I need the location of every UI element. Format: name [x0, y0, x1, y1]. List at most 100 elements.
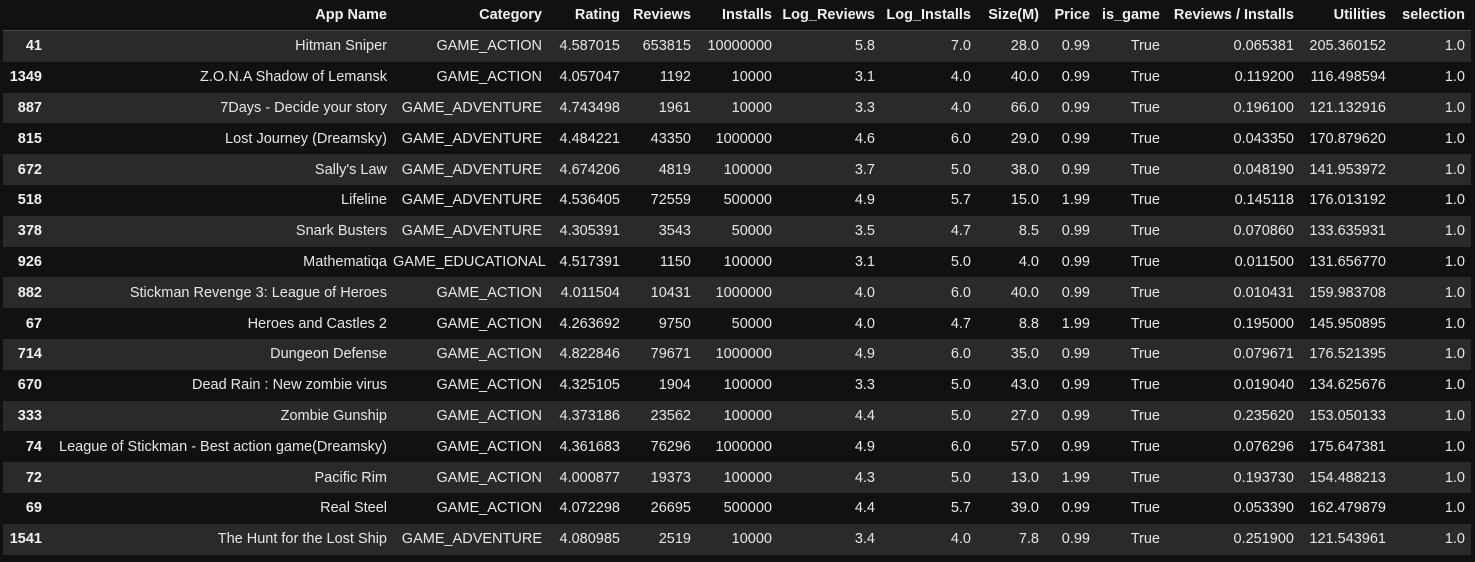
table-header: App Name Category Rating Reviews Installs Log… — [3, 0, 1471, 31]
cell-size: 4.0 — [1018, 253, 1039, 270]
cell-reviews-per-installs: 0.119200 — [1234, 69, 1294, 86]
cell-installs: 50000 — [731, 315, 772, 332]
cell-app-name: League of Stickman - Best action game(Dr… — [59, 438, 387, 455]
cell-app-name: Hitman Sniper — [295, 38, 387, 55]
cell-reviews-per-installs: 0.011500 — [1234, 253, 1294, 270]
cell-log-installs: 5.7 — [950, 192, 971, 209]
cell-installs: 500000 — [723, 500, 772, 517]
cell-log-reviews: 4.9 — [854, 438, 875, 455]
cell-log-reviews: 4.9 — [854, 192, 875, 209]
column-header-installs: Installs — [697, 0, 778, 31]
cell-rating: 4.000877 — [559, 469, 620, 486]
cell-rating: 4.072298 — [559, 500, 620, 517]
cell-installs: 100000 — [723, 161, 772, 178]
cell-reviews: 10431 — [650, 284, 691, 301]
cell-reviews-per-installs: 0.065381 — [1233, 38, 1294, 55]
cell-is-game: True — [1130, 130, 1160, 147]
cell-selection: 1.0 — [1444, 377, 1465, 394]
cell-rating: 4.674206 — [559, 161, 620, 178]
cell-size: 57.0 — [1010, 438, 1039, 455]
row-index: 672 — [17, 161, 42, 178]
header-row: App Name Category Rating Reviews Installs Log… — [3, 0, 1471, 31]
cell-category: GAME_ACTION — [436, 377, 542, 394]
cell-log-installs: 4.0 — [950, 69, 971, 86]
cell-size: 7.8 — [1018, 531, 1039, 548]
cell-is-game: True — [1130, 531, 1160, 548]
cell-utilities: 141.953972 — [1309, 161, 1386, 178]
cell-log-reviews: 4.0 — [854, 284, 875, 301]
cell-log-installs: 5.0 — [950, 377, 971, 394]
cell-installs: 1000000 — [715, 438, 772, 455]
cell-category: GAME_ACTION — [436, 38, 542, 55]
cell-category: GAME_ACTION — [436, 500, 542, 517]
cell-category: GAME_EDUCATIONAL — [393, 253, 546, 270]
cell-size: 15.0 — [1010, 192, 1039, 209]
cell-log-reviews: 3.1 — [854, 69, 875, 86]
cell-utilities: 159.983708 — [1309, 284, 1386, 301]
cell-price: 0.99 — [1061, 438, 1090, 455]
cell-app-name: Sally's Law — [314, 161, 387, 178]
cell-selection: 1.0 — [1444, 438, 1465, 455]
cell-log-installs: 6.0 — [950, 438, 971, 455]
cell-selection: 1.0 — [1444, 315, 1465, 332]
cell-installs: 1000000 — [715, 130, 772, 147]
cell-log-reviews: 3.3 — [854, 99, 875, 116]
cell-size: 38.0 — [1010, 161, 1039, 178]
cell-reviews: 26695 — [650, 500, 691, 517]
cell-app-name: Dead Rain : New zombie virus — [191, 377, 387, 394]
cell-reviews-per-installs: 0.019040 — [1233, 377, 1294, 394]
row-index: 69 — [25, 500, 42, 517]
cell-reviews: 9750 — [658, 315, 691, 332]
cell-installs: 100000 — [723, 253, 772, 270]
cell-installs: 500000 — [723, 192, 772, 209]
row-index: 41 — [25, 38, 42, 55]
cell-category: GAME_ACTION — [436, 469, 542, 486]
cell-reviews: 76296 — [650, 438, 691, 455]
column-header-log-installs: Log_Installs — [881, 0, 977, 31]
cell-app-name: Dungeon Defense — [270, 346, 387, 363]
cell-is-game: True — [1130, 377, 1160, 394]
cell-category: GAME_ACTION — [436, 407, 542, 424]
cell-selection: 1.0 — [1444, 253, 1465, 270]
cell-category: GAME_ADVENTURE — [401, 531, 542, 548]
column-header-size: Size(M) — [977, 0, 1045, 31]
row-index: 378 — [17, 223, 42, 240]
cell-app-name: Snark Busters — [295, 223, 387, 240]
cell-installs: 10000 — [731, 69, 772, 86]
cell-log-installs: 7.0 — [950, 38, 971, 55]
cell-selection: 1.0 — [1444, 99, 1465, 116]
row-index: 67 — [25, 315, 42, 332]
cell-utilities: 116.498594 — [1310, 69, 1386, 86]
cell-log-reviews: 4.0 — [854, 315, 875, 332]
column-header-reviews: Reviews — [626, 0, 697, 31]
cell-selection: 1.0 — [1444, 284, 1465, 301]
cell-size: 29.0 — [1010, 130, 1039, 147]
cell-app-name: Mathematiqa — [303, 253, 387, 270]
cell-reviews-per-installs: 0.076296 — [1233, 438, 1294, 455]
cell-utilities: 121.132916 — [1309, 99, 1386, 116]
cell-reviews-per-installs: 0.145118 — [1234, 192, 1294, 209]
cell-size: 39.0 — [1010, 500, 1039, 517]
cell-reviews-per-installs: 0.193730 — [1233, 469, 1294, 486]
cell-selection: 1.0 — [1444, 469, 1465, 486]
column-header-log-reviews: Log_Reviews — [778, 0, 881, 31]
cell-utilities: 121.543961 — [1309, 531, 1386, 548]
cell-selection: 1.0 — [1444, 346, 1465, 363]
row-index: 72 — [25, 469, 42, 486]
table-row: 67 Heroes and Castles 2 GAME_ACTION 4.26369… — [3, 308, 1471, 339]
cell-category: GAME_ADVENTURE — [401, 192, 542, 209]
cell-app-name: Z.O.N.A Shadow of Lemansk — [200, 69, 387, 86]
table-row: 887 7Days - Decide your story GAME_ADVENTU… — [3, 92, 1471, 124]
cell-app-name: Lost Journey (Dreamsky) — [225, 130, 387, 147]
cell-log-installs: 6.0 — [950, 284, 971, 301]
cell-is-game: True — [1130, 438, 1160, 455]
column-header-utilities: Utilities — [1300, 0, 1392, 31]
cell-size: 28.0 — [1010, 38, 1039, 55]
column-header-category: Category — [393, 0, 548, 31]
cell-installs: 100000 — [723, 407, 772, 424]
cell-utilities: 205.360152 — [1309, 38, 1386, 55]
cell-app-name: Pacific Rim — [314, 469, 387, 486]
cell-utilities: 131.656770 — [1309, 253, 1386, 270]
cell-reviews: 1192 — [659, 69, 691, 86]
cell-rating: 4.325105 — [559, 377, 620, 394]
